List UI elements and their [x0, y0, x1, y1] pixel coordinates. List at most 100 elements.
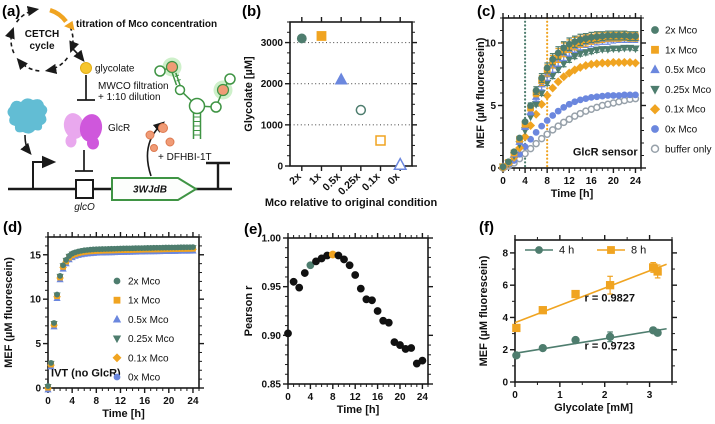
svg-text:IVT (no GlcR): IVT (no GlcR)	[51, 367, 121, 379]
svg-text:6: 6	[502, 281, 508, 292]
svg-text:0: 0	[45, 396, 51, 407]
inhibition-bar-glycolate	[77, 75, 95, 101]
svg-text:24: 24	[630, 176, 642, 187]
svg-text:0: 0	[500, 176, 506, 187]
chart-ivt-timecourse: 0 4 8 12 16 20 24 0 5 10 15 Time [h] MEF (µM fluores…	[3, 232, 204, 420]
svg-text:4: 4	[308, 392, 314, 403]
svg-text:1x Mco: 1x Mco	[128, 296, 161, 307]
glycolate-label: glycolate	[95, 64, 135, 75]
svg-text:4 h: 4 h	[559, 245, 574, 257]
titration-label: titration of Mco concentration	[76, 19, 217, 30]
svg-text:0.95: 0.95	[262, 282, 282, 293]
svg-text:1.00: 1.00	[262, 234, 282, 245]
svg-text:0: 0	[490, 164, 496, 175]
svg-text:20: 20	[608, 176, 620, 187]
svg-text:0: 0	[512, 390, 518, 401]
dfhbi-label: + DFHBI-1T	[158, 152, 212, 163]
svg-text:r = 0.9723: r = 0.9723	[585, 341, 635, 353]
svg-text:MEF (µM fluorescein): MEF (µM fluorescein)	[3, 257, 15, 368]
svg-text:0.25x Mco: 0.25x Mco	[128, 334, 175, 345]
svg-text:0.1x Mco: 0.1x Mco	[128, 353, 169, 364]
svg-text:10: 10	[30, 295, 42, 306]
svg-text:0: 0	[502, 378, 508, 389]
svg-text:GlcR sensor: GlcR sensor	[573, 147, 639, 159]
svg-text:1x Mco: 1x Mco	[665, 45, 698, 56]
chart-glcr-sensor-timecourse: 0 4 8 12 16 20 24 0 5 10 Time [h] MEF (µM fluoresce…	[475, 13, 712, 200]
svg-text:2000: 2000	[261, 79, 284, 90]
svg-text:0.5x Mco: 0.5x Mco	[665, 65, 706, 76]
glycolate-dot	[80, 62, 92, 74]
series-0x-mco	[499, 91, 639, 171]
svg-text:20: 20	[394, 392, 406, 403]
svg-text:8: 8	[544, 176, 550, 187]
series-0x	[393, 156, 408, 171]
svg-text:Mco relative to original condi: Mco relative to original condition	[265, 197, 438, 209]
svg-text:1000: 1000	[261, 120, 284, 131]
cetch-cycle-icon: CETCH cycle	[5, 6, 85, 74]
svg-text:0.85: 0.85	[262, 380, 282, 391]
glco-operator	[75, 179, 94, 199]
svg-text:16: 16	[586, 176, 598, 187]
svg-text:0: 0	[277, 162, 283, 173]
series-0.5x	[334, 72, 348, 85]
panel-label-f: (f)	[479, 219, 494, 236]
svg-text:3000: 3000	[261, 38, 284, 49]
svg-text:0: 0	[35, 384, 41, 395]
svg-text:1: 1	[557, 390, 563, 401]
svg-text:24: 24	[187, 396, 199, 407]
panel-b: (b) 2x 1x 0.5x 0.25x 0.1x 0x 0 1000 2000 3000 Mco …	[240, 0, 475, 212]
svg-text:12: 12	[115, 396, 127, 407]
panel-label-d: (d)	[3, 219, 23, 236]
terminator	[206, 161, 230, 189]
svg-text:4: 4	[502, 313, 508, 324]
svg-text:10: 10	[485, 39, 497, 50]
svg-text:buffer only: buffer only	[665, 144, 712, 155]
svg-text:12: 12	[350, 392, 362, 403]
svg-text:2: 2	[602, 390, 608, 401]
svg-text:8: 8	[330, 392, 336, 403]
mechanism-diagram: CETCH cycle titration of Mco concentrati…	[5, 6, 236, 212]
svg-text:0.90: 0.90	[262, 331, 282, 342]
series-pearson-r	[284, 250, 427, 368]
svg-text:8 h: 8 h	[631, 245, 646, 257]
glco-label: glcO	[74, 202, 95, 212]
svg-text:MEF (µM fluorescein): MEF (µM fluorescein)	[478, 255, 490, 366]
panel-label-a: (a)	[2, 3, 21, 20]
svg-text:3: 3	[647, 390, 653, 401]
svg-text:0: 0	[285, 392, 291, 403]
rna-aptamer-icon	[154, 57, 236, 139]
gene-3wjdb	[111, 177, 198, 201]
panel-label-c: (c)	[477, 3, 496, 20]
svg-text:12: 12	[564, 176, 576, 187]
mwco-label-2: + 1:10 dilution	[98, 92, 161, 103]
svg-text:2x Mco: 2x Mco	[665, 26, 698, 37]
svg-text:Time [h]: Time [h]	[551, 188, 594, 200]
panel-label-e: (e)	[244, 221, 263, 238]
svg-text:2x: 2x	[287, 171, 304, 188]
panel-a: (a) CETCH cycle titration of Mco con	[0, 0, 240, 212]
orange-flux-arrow	[64, 20, 75, 31]
panel-c: (c) 0 4 8 12 16 20 24 0 5 10 Time [h] MEF (µM fluor…	[475, 0, 715, 212]
svg-text:0.25x: 0.25x	[336, 171, 363, 198]
polymerase-blob	[7, 98, 48, 134]
svg-text:8: 8	[94, 396, 100, 407]
svg-text:4: 4	[522, 176, 528, 187]
panel-label-b: (b)	[242, 3, 262, 20]
dfhbi-dots	[145, 123, 175, 152]
svg-text:15: 15	[30, 250, 42, 261]
svg-text:Glycolate [mM]: Glycolate [mM]	[554, 402, 633, 414]
svg-text:Time [h]: Time [h]	[337, 404, 380, 416]
series-1x	[316, 31, 327, 41]
panel-d: (d) 0 4 8 12 16 20 24 0 5 10 15 Time [h] MEF (µM flu…	[0, 212, 240, 424]
svg-text:0x Mco: 0x Mco	[128, 373, 161, 384]
svg-text:24: 24	[417, 392, 429, 403]
svg-text:MEF (µM fluorescein): MEF (µM fluorescein)	[475, 37, 487, 148]
mwco-label-1: MWCO filtration	[98, 81, 169, 92]
series-2x	[296, 33, 307, 44]
svg-text:Glycolate [µM]: Glycolate [µM]	[243, 56, 255, 132]
svg-text:8: 8	[502, 248, 508, 259]
svg-text:5: 5	[35, 339, 41, 350]
series-4-h	[512, 326, 667, 360]
